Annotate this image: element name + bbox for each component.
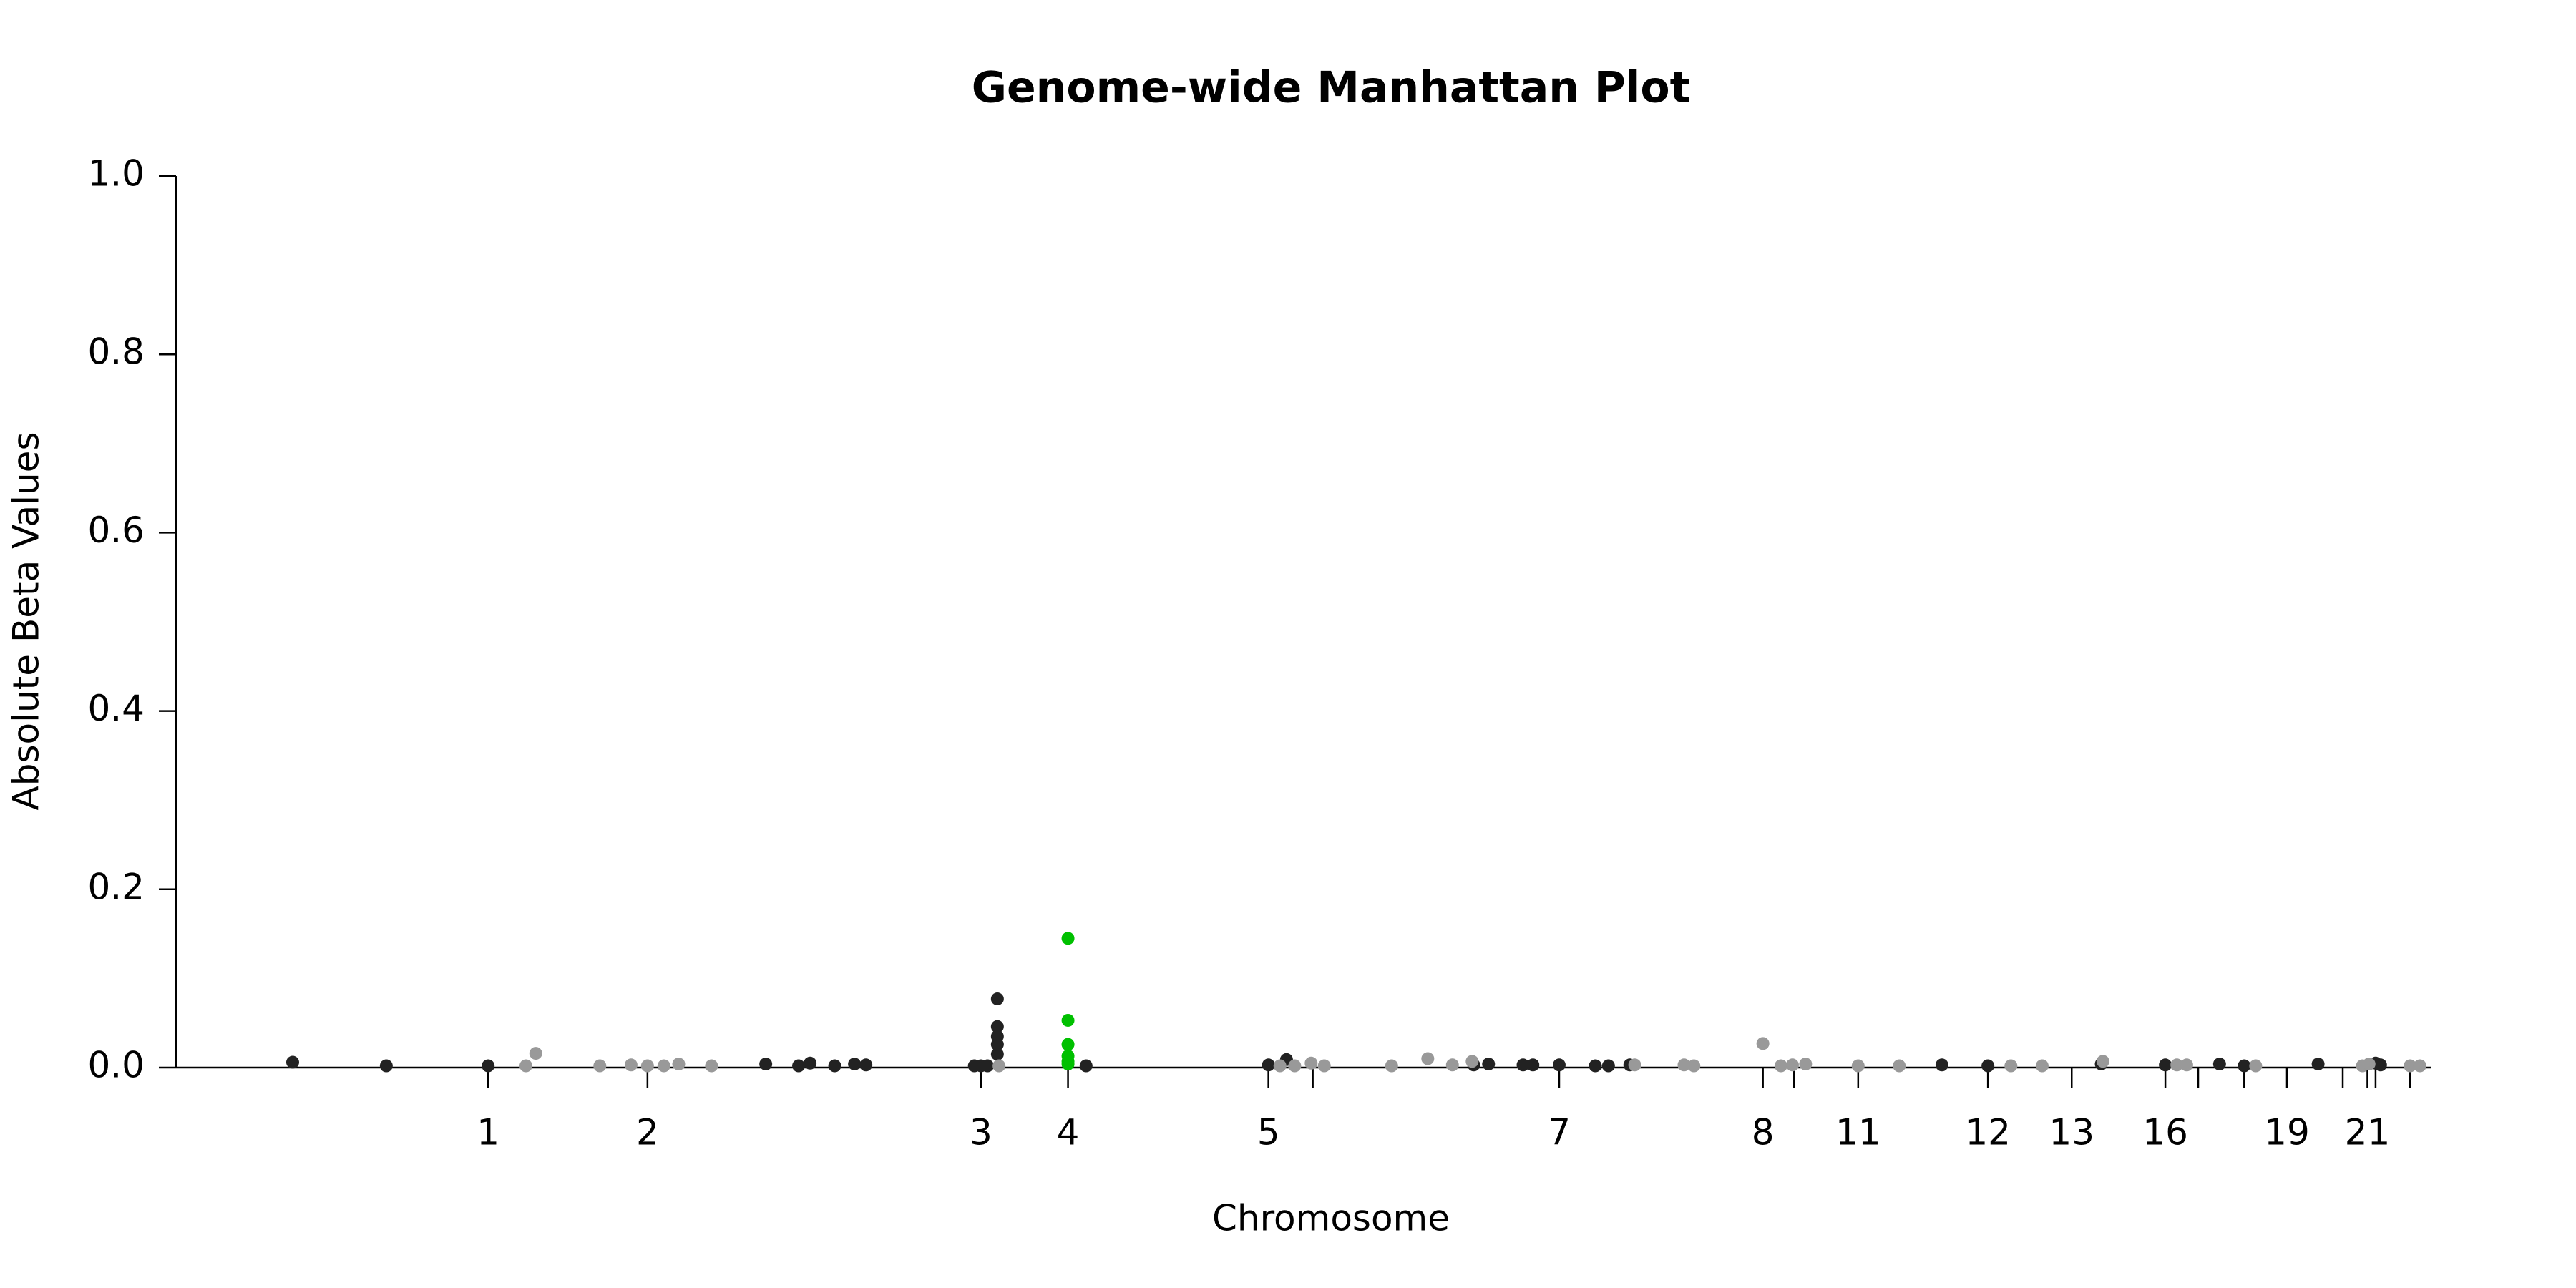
- x-tick-label: 19: [2264, 1112, 2310, 1153]
- x-tick-label: 21: [2345, 1112, 2391, 1153]
- point: [1756, 1037, 1770, 1050]
- point: [519, 1059, 532, 1073]
- point: [1317, 1059, 1331, 1073]
- y-tick-label: 0.2: [87, 866, 145, 907]
- point: [1687, 1059, 1701, 1073]
- point: [1385, 1059, 1398, 1073]
- y-tick-label: 1.0: [87, 153, 145, 195]
- point: [624, 1058, 638, 1072]
- point: [2238, 1059, 2251, 1073]
- point: [1785, 1058, 1799, 1072]
- point: [990, 1038, 1004, 1051]
- x-tick-label: 3: [970, 1112, 992, 1153]
- point: [1981, 1059, 1995, 1073]
- point: [529, 1047, 542, 1060]
- point: [804, 1056, 817, 1070]
- point: [1061, 1013, 1075, 1027]
- point: [1288, 1059, 1302, 1073]
- point: [759, 1058, 773, 1071]
- point: [2159, 1058, 2172, 1072]
- point: [2413, 1059, 2426, 1073]
- point: [1601, 1059, 1615, 1073]
- point: [1893, 1059, 1906, 1073]
- point: [657, 1059, 670, 1073]
- point: [2170, 1058, 2184, 1072]
- point: [2311, 1058, 2325, 1071]
- point: [286, 1055, 299, 1069]
- x-tick-label: 7: [1548, 1112, 1571, 1153]
- point: [1677, 1058, 1691, 1072]
- x-tick-label: 13: [2049, 1112, 2094, 1153]
- point: [2404, 1059, 2417, 1073]
- y-tick-label: 0.4: [87, 688, 145, 729]
- point: [1482, 1058, 1496, 1071]
- x-tick-label: 11: [1835, 1112, 1881, 1153]
- point: [1061, 1058, 1075, 1071]
- point: [1465, 1055, 1479, 1068]
- point: [1273, 1059, 1287, 1073]
- point: [2249, 1059, 2263, 1073]
- point: [1079, 1059, 1093, 1073]
- point: [2035, 1059, 2049, 1073]
- point: [2180, 1058, 2193, 1072]
- point: [990, 1048, 1004, 1061]
- point: [848, 1058, 862, 1071]
- point: [859, 1058, 873, 1072]
- x-tick-label: 1: [477, 1112, 499, 1153]
- point: [981, 1059, 995, 1073]
- point: [1935, 1058, 1948, 1072]
- x-tick-label: 4: [1057, 1112, 1080, 1153]
- x-tick-label: 16: [2142, 1112, 2188, 1153]
- point: [1774, 1059, 1787, 1073]
- point: [1061, 932, 1075, 945]
- point: [593, 1059, 607, 1073]
- point: [1445, 1058, 1459, 1072]
- point: [2096, 1055, 2109, 1068]
- x-tick-label: 2: [636, 1112, 659, 1153]
- point: [828, 1059, 841, 1073]
- chart-title: Genome-wide Manhattan Plot: [972, 63, 1691, 113]
- x-tick-label: 12: [1965, 1112, 2011, 1153]
- point: [1526, 1058, 1540, 1072]
- y-axis-label: Absolute Beta Values: [6, 432, 47, 811]
- point: [990, 1020, 1004, 1033]
- point: [705, 1059, 718, 1073]
- x-tick-label: 8: [1752, 1112, 1775, 1153]
- y-tick-label: 0.6: [87, 509, 145, 551]
- point: [1304, 1056, 1318, 1070]
- point: [792, 1059, 806, 1073]
- point: [2373, 1058, 2387, 1072]
- point: [1516, 1058, 1530, 1072]
- x-axis-label: Chromosome: [1212, 1198, 1450, 1239]
- y-tick-label: 0.0: [87, 1045, 145, 1086]
- point: [1799, 1058, 1813, 1071]
- point: [2362, 1058, 2376, 1071]
- point: [482, 1059, 495, 1073]
- x-tick-label: 5: [1257, 1112, 1280, 1153]
- point: [1262, 1058, 1275, 1072]
- point: [1628, 1058, 1641, 1072]
- point: [2004, 1059, 2018, 1073]
- point: [992, 1059, 1006, 1073]
- point: [379, 1059, 393, 1073]
- point: [1851, 1059, 1865, 1073]
- point: [1421, 1052, 1435, 1065]
- point: [640, 1059, 654, 1073]
- point: [990, 992, 1004, 1006]
- point: [1061, 1038, 1075, 1051]
- point: [1589, 1059, 1602, 1073]
- point: [1552, 1058, 1566, 1072]
- point: [672, 1058, 686, 1071]
- y-tick-label: 0.8: [87, 331, 145, 373]
- point: [2212, 1058, 2226, 1071]
